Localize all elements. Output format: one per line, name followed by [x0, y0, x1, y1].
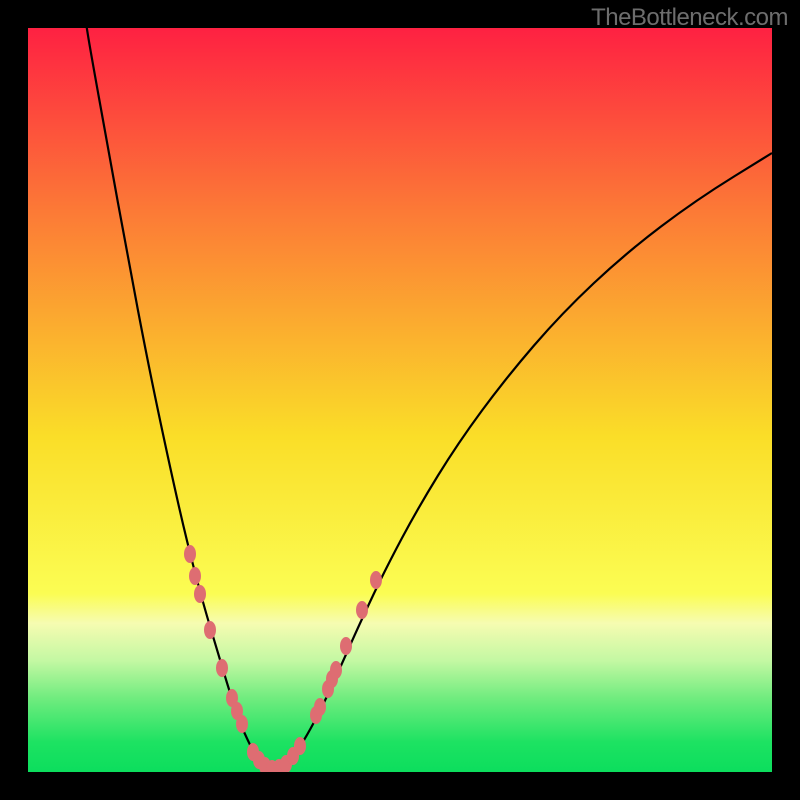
data-marker [294, 737, 306, 755]
data-marker [340, 637, 352, 655]
data-marker [216, 659, 228, 677]
data-marker [356, 601, 368, 619]
data-marker [314, 698, 326, 716]
data-marker [189, 567, 201, 585]
data-marker [330, 661, 342, 679]
data-marker [370, 571, 382, 589]
plot-area [28, 28, 772, 772]
data-marker [194, 585, 206, 603]
watermark-text: TheBottleneck.com [591, 4, 788, 32]
data-marker [236, 715, 248, 733]
data-marker [204, 621, 216, 639]
chart-frame: TheBottleneck.com [0, 0, 800, 800]
marker-layer [28, 28, 772, 772]
data-marker [184, 545, 196, 563]
